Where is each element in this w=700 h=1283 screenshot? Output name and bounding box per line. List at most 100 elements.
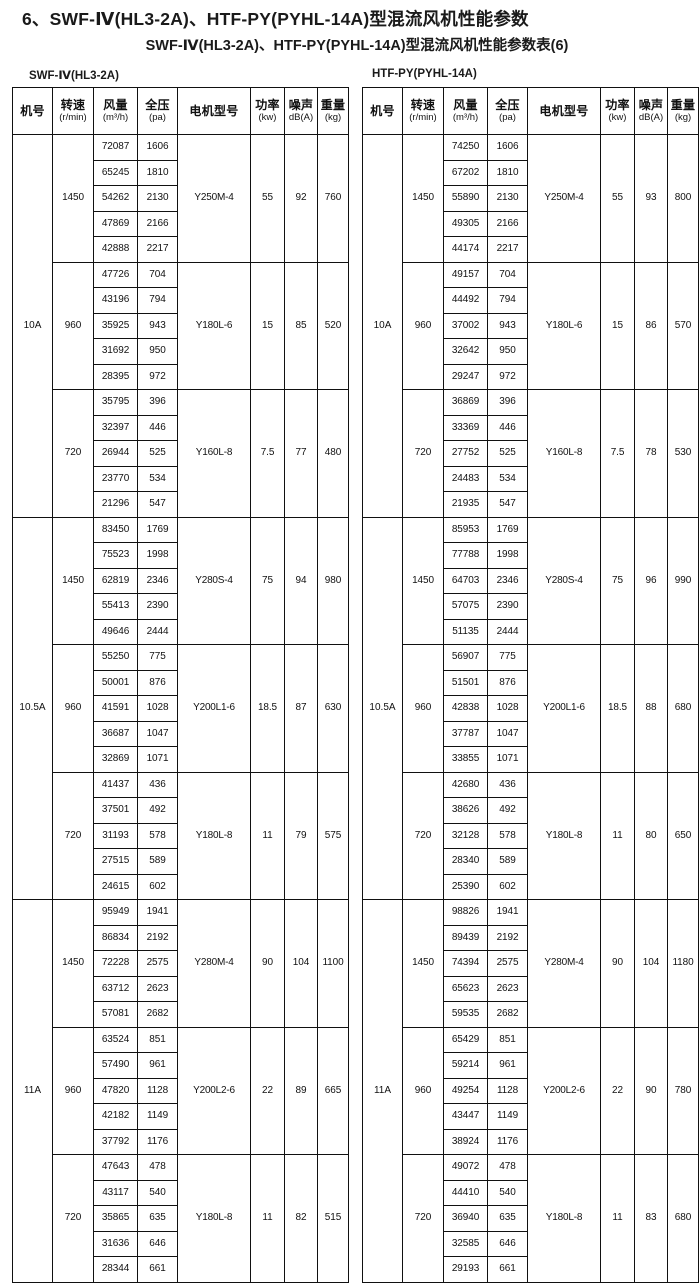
cell-motor-model: Y200L1-6 [527, 695, 601, 722]
table-row: 31692 950 [12, 338, 349, 365]
table-row: 720 26944 525 Y160L-8 7.5 77 480 [12, 440, 349, 467]
cell-weight: 570 [667, 313, 699, 339]
column-header-unit: dB(A) [288, 112, 314, 124]
cell-motor-model-spacer [527, 797, 601, 824]
spec-table-htf: 机号 转速 (r/min) 风量 (m³/h) 全压 (pa) 电机型号 功率 (kw) 噪声 dB(… [362, 87, 699, 1283]
cell-motor-model-spacer [177, 338, 251, 365]
cell-power-spacer [250, 670, 285, 696]
cell-power: 22 [600, 1078, 635, 1104]
cell-motor-model-spacer [527, 389, 601, 416]
cell-weight-spacer [667, 415, 699, 441]
cell-machine-no-spacer [362, 185, 403, 212]
cell-motor-model-spacer [177, 1001, 251, 1028]
cell-pressure: 2217 [137, 236, 178, 263]
cell-weight-spacer [667, 771, 699, 798]
cell-speed-spacer [402, 593, 444, 620]
cell-airflow: 59214 [443, 1052, 488, 1079]
cell-motor-model-spacer [527, 211, 601, 237]
cell-speed: 720 [402, 1205, 444, 1232]
cell-noise-spacer [284, 848, 318, 875]
cell-weight-spacer [667, 364, 699, 391]
column-header-label: 机号 [20, 103, 45, 118]
cell-weight-spacer [667, 848, 699, 875]
cell-power-spacer [250, 211, 285, 237]
cell-noise-spacer [284, 516, 318, 543]
cell-airflow: 31692 [93, 338, 138, 365]
table-row: 31636 646 [12, 1230, 349, 1258]
cell-weight-spacer [317, 1103, 349, 1130]
cell-speed: 720 [402, 823, 444, 849]
cell-power: 55 [600, 185, 635, 212]
cell-machine-no: 10A [362, 313, 403, 339]
cell-airflow: 72228 [93, 950, 138, 977]
column-header-label: 风量 [103, 97, 128, 112]
cell-motor-model-spacer [177, 516, 251, 543]
cell-speed: 960 [402, 1078, 444, 1104]
cell-speed-spacer [52, 542, 94, 569]
cell-airflow: 64703 [443, 567, 488, 595]
cell-speed: 1450 [402, 950, 444, 977]
cell-speed-spacer [402, 644, 444, 671]
cell-noise-spacer [284, 1256, 318, 1283]
cell-machine-no-spacer [12, 670, 53, 696]
cell-motor-model-spacer [527, 1256, 601, 1283]
cell-machine-no-spacer [12, 491, 53, 518]
table-row: 95949 1941 [12, 899, 349, 926]
cell-motor-model-spacer [177, 1231, 251, 1257]
cell-pressure: 2130 [137, 185, 178, 212]
cell-machine-no-spacer [362, 1052, 403, 1079]
cell-speed-spacer [402, 848, 444, 875]
table-body-htf: 74250 1606 67202 1810 1450 55890 2130 Y250M-4 55… [362, 134, 699, 1283]
cell-weight-spacer [317, 1231, 349, 1257]
cell-speed-spacer [52, 211, 94, 237]
cell-pressure: 1128 [487, 1077, 528, 1105]
cell-noise: 93 [634, 185, 668, 212]
cell-speed-spacer [52, 466, 94, 492]
table-row: 55413 2390 [12, 593, 349, 620]
cell-airflow: 50001 [93, 669, 138, 697]
cell-power-spacer [250, 644, 285, 671]
cell-weight-spacer [317, 1256, 349, 1283]
cell-pressure: 540 [137, 1179, 178, 1207]
cell-power-spacer [600, 1103, 635, 1130]
cell-machine-no-spacer [12, 976, 53, 1002]
cell-motor-model-spacer [527, 466, 601, 492]
cell-power-spacer [250, 848, 285, 875]
cell-noise-spacer [284, 1154, 318, 1181]
table-row: 55250 775 [12, 644, 349, 671]
cell-machine-no-spacer [12, 185, 53, 212]
cell-airflow: 27515 [93, 848, 138, 875]
cell-noise-spacer [284, 1103, 318, 1130]
cell-noise-spacer [634, 797, 668, 824]
cell-noise-spacer [634, 899, 668, 926]
cell-noise-spacer [284, 1180, 318, 1206]
table-row: 47643 478 [12, 1154, 349, 1181]
cell-weight: 575 [317, 823, 349, 849]
cell-pressure: 436 [487, 771, 528, 799]
cell-airflow: 37501 [93, 797, 138, 824]
cell-power: 15 [600, 313, 635, 339]
table-row: 720 31193 578 Y180L-8 11 79 575 [12, 822, 349, 850]
table-row: 77788 1998 [362, 542, 699, 569]
cell-motor-model: Y250M-4 [177, 185, 251, 212]
cell-power: 11 [250, 823, 285, 849]
cell-airflow: 51135 [443, 618, 488, 646]
cell-machine-no-spacer [12, 950, 53, 977]
cell-weight-spacer [667, 721, 699, 747]
cell-weight-spacer [317, 364, 349, 391]
cell-airflow: 43196 [93, 287, 138, 314]
cell-pressure: 2166 [137, 210, 178, 238]
cell-weight: 990 [667, 568, 699, 594]
cell-power-spacer [250, 925, 285, 951]
cell-pressure: 961 [137, 1052, 178, 1079]
column-header-label: 噪声 [638, 97, 664, 112]
cell-noise-spacer [634, 236, 668, 263]
cell-pressure: 972 [137, 363, 178, 391]
cell-noise: 90 [634, 1078, 668, 1104]
cell-machine-no-spacer [12, 619, 53, 645]
cell-speed-spacer [52, 721, 94, 747]
cell-weight-spacer [317, 466, 349, 492]
cell-power-spacer [600, 1256, 635, 1283]
cell-pressure: 2130 [487, 185, 528, 212]
table-row: 28344 661 [12, 1256, 349, 1283]
